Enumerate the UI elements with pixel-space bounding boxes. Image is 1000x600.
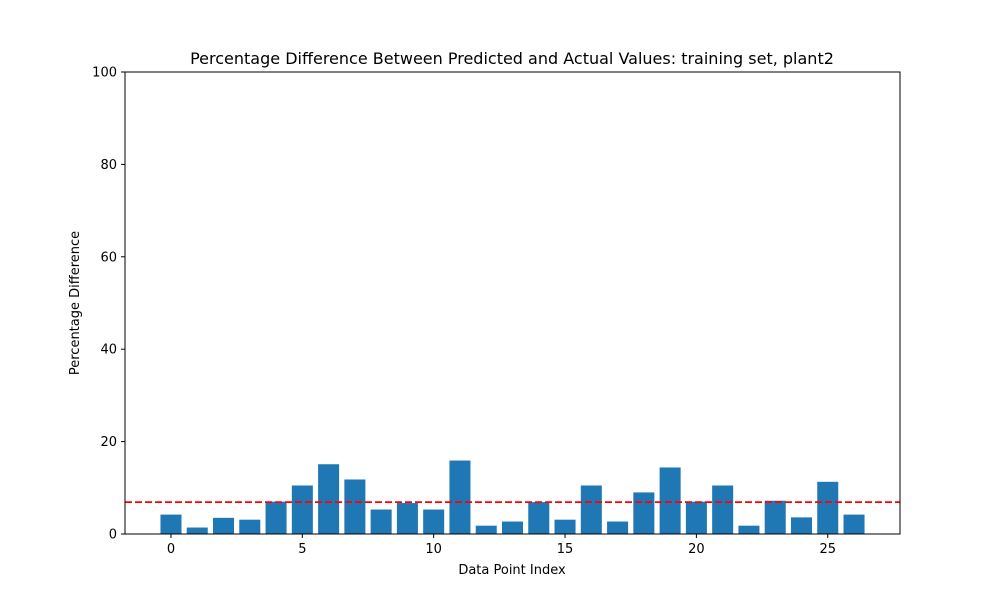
x-tick-label: 0 (167, 542, 175, 557)
plot-frame (124, 71, 901, 535)
bar-23 (764, 500, 786, 534)
bar-20 (685, 501, 707, 534)
x-axis-ticks: 0 5 10 15 20 25 (167, 534, 836, 557)
bar-26 (843, 514, 865, 534)
y-tick-label: 60 (100, 250, 117, 265)
bars-group (160, 460, 865, 534)
x-axis-label: Data Point Index (458, 563, 566, 578)
bar-0 (160, 514, 182, 534)
y-tick-label: 0 (109, 528, 117, 543)
bar-2 (213, 517, 235, 534)
bar-13 (501, 521, 524, 534)
bar-17 (607, 521, 629, 534)
bar-25 (817, 481, 839, 534)
bar-8 (370, 509, 392, 534)
bar-4 (265, 501, 287, 534)
x-tick-label: 15 (557, 542, 574, 557)
bar-5 (291, 485, 313, 534)
bar-9 (396, 503, 418, 534)
bar-6 (318, 464, 340, 534)
bar-12 (475, 525, 497, 534)
x-tick-label: 5 (298, 542, 306, 557)
y-tick-label: 80 (100, 158, 117, 173)
y-tick-label: 20 (100, 435, 117, 450)
y-axis-label: Percentage Difference (68, 231, 83, 375)
x-tick-label: 25 (819, 542, 836, 557)
bar-24 (790, 517, 812, 534)
bar-21 (712, 485, 734, 534)
bar-10 (423, 509, 445, 534)
y-tick-label: 100 (92, 66, 117, 81)
bar-14 (528, 502, 550, 534)
y-axis-ticks: 0 20 40 60 80 100 (92, 66, 125, 543)
bar-18 (633, 492, 655, 534)
x-tick-label: 20 (688, 542, 705, 557)
bar-16 (580, 485, 602, 534)
bar-15 (554, 519, 576, 534)
bar-1 (186, 527, 208, 534)
bar-22 (738, 525, 760, 534)
chart-title: Percentage Difference Between Predicted … (190, 49, 834, 68)
bar-7 (344, 479, 366, 534)
bar-11 (449, 460, 471, 534)
x-tick-label: 10 (425, 542, 442, 557)
y-tick-label: 40 (100, 343, 117, 358)
bar-3 (239, 519, 261, 534)
bar-19 (659, 467, 681, 534)
